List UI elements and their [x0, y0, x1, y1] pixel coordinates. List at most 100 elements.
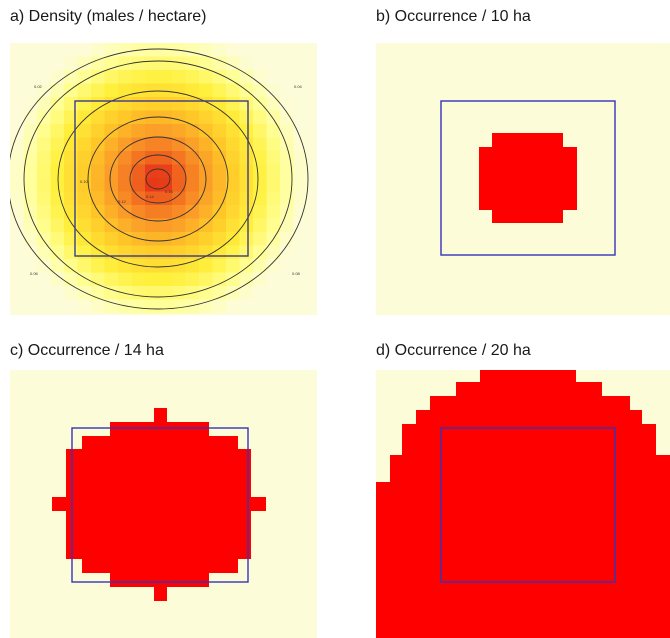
density-cell	[23, 178, 38, 192]
density-cell	[253, 272, 267, 287]
density-cell	[185, 110, 200, 125]
study-area-box	[71, 427, 249, 583]
density-cell	[77, 124, 92, 138]
density-cell	[10, 232, 24, 246]
density-cell	[64, 151, 78, 165]
density-cell	[77, 137, 92, 152]
density-cell	[118, 151, 132, 165]
density-cell	[37, 272, 51, 287]
density-cell	[77, 110, 92, 125]
density-cell	[158, 83, 173, 98]
density-cell	[50, 97, 65, 111]
density-cell	[226, 97, 240, 111]
density-cell	[199, 70, 213, 84]
density-cell	[226, 191, 240, 206]
density-cell	[199, 83, 213, 98]
density-cell	[104, 110, 119, 125]
density-cell	[266, 124, 281, 138]
density-cell	[10, 124, 24, 138]
density-cell	[172, 286, 186, 300]
density-cell	[145, 178, 159, 192]
density-cell	[50, 83, 65, 98]
density-cell	[104, 70, 119, 84]
density-cell	[199, 259, 213, 273]
density-cell	[158, 137, 173, 152]
density-map: 0.02 0.04 0.06 0.08 0.10 0.12 0.14 0.16	[10, 43, 317, 315]
density-cell	[131, 124, 146, 138]
density-cell	[185, 205, 200, 219]
density-cell	[212, 43, 227, 57]
density-cell	[280, 232, 294, 246]
density-cell	[118, 70, 132, 84]
density-cell	[145, 313, 159, 315]
density-cell	[158, 259, 173, 273]
density-cell	[253, 164, 267, 179]
density-cell	[172, 124, 186, 138]
occurrence-14ha-map	[52, 408, 266, 601]
density-cell	[145, 56, 159, 71]
density-cell	[293, 218, 308, 233]
density-cell	[77, 245, 92, 260]
density-cell	[172, 232, 186, 246]
density-cell	[50, 205, 65, 219]
density-cell	[266, 259, 281, 273]
density-cell	[37, 245, 51, 260]
density-cell	[199, 137, 213, 152]
density-cell	[280, 151, 294, 165]
density-cell	[172, 97, 186, 111]
density-cell	[280, 191, 294, 206]
density-cell	[293, 205, 308, 219]
density-cell	[158, 245, 173, 260]
density-cell	[64, 205, 78, 219]
density-cell	[185, 43, 200, 57]
density-cell	[199, 272, 213, 287]
density-cell	[77, 70, 92, 84]
density-cell	[199, 286, 213, 300]
density-cell	[172, 245, 186, 260]
density-cell	[158, 218, 173, 233]
density-cell	[199, 299, 213, 314]
density-cell	[280, 245, 294, 260]
density-cell	[199, 218, 213, 233]
density-cell	[118, 83, 132, 98]
density-cell	[253, 70, 267, 84]
density-cell	[280, 164, 294, 179]
density-cell	[158, 299, 173, 314]
density-cell	[64, 286, 78, 300]
density-cell	[172, 83, 186, 98]
density-cell	[77, 286, 92, 300]
density-cell	[172, 164, 186, 179]
density-cell	[226, 164, 240, 179]
density-cell	[185, 259, 200, 273]
density-cell	[212, 232, 227, 246]
density-contour	[109, 136, 207, 222]
density-cell	[172, 259, 186, 273]
density-cell	[212, 56, 227, 71]
study-area-box	[74, 100, 249, 257]
density-cell	[37, 259, 51, 273]
density-cell	[77, 299, 92, 314]
contour-label: 0.14	[146, 194, 155, 199]
density-cell	[239, 259, 254, 273]
study-area-box	[440, 427, 616, 583]
density-cell	[104, 164, 119, 179]
density-cell	[199, 205, 213, 219]
density-cell	[212, 218, 227, 233]
density-cell	[50, 286, 65, 300]
density-cell	[104, 299, 119, 314]
density-cell	[185, 218, 200, 233]
density-cell	[23, 164, 38, 179]
density-cell	[280, 259, 294, 273]
density-cell	[239, 56, 254, 71]
density-cell	[253, 137, 267, 152]
density-contour	[87, 116, 229, 242]
density-cell	[226, 245, 240, 260]
density-cell	[158, 70, 173, 84]
density-cell	[145, 124, 159, 138]
density-cell	[266, 218, 281, 233]
density-cell	[10, 137, 24, 152]
density-cell	[280, 178, 294, 192]
density-cell	[199, 110, 213, 125]
density-cell	[280, 137, 294, 152]
density-cell	[307, 151, 317, 165]
